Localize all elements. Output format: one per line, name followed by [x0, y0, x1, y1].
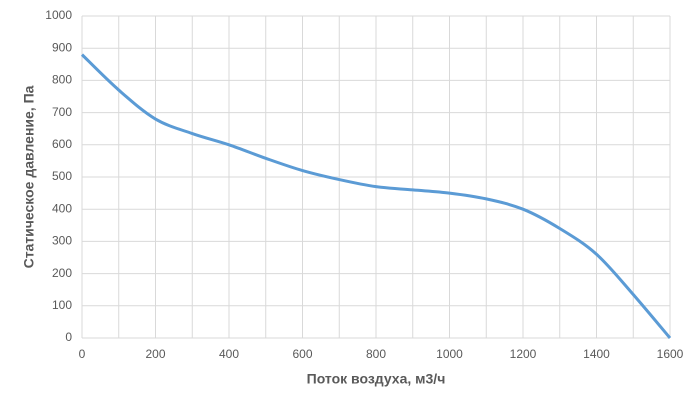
- x-tick-label: 600: [292, 347, 312, 361]
- x-tick-label: 0: [79, 347, 86, 361]
- y-tick-label: 400: [52, 201, 72, 215]
- y-tick-label: 800: [52, 73, 72, 87]
- x-tick-label: 400: [219, 347, 239, 361]
- y-tick-label: 0: [65, 330, 72, 344]
- y-tick-label: 100: [52, 298, 72, 312]
- y-tick-label: 200: [52, 266, 72, 280]
- y-tick-label: 900: [52, 40, 72, 54]
- x-tick-label: 1400: [583, 347, 610, 361]
- y-tick-label: 1000: [45, 8, 72, 22]
- x-tick-label: 1200: [510, 347, 537, 361]
- y-axis-title: Статическое давление, Па: [21, 85, 37, 268]
- x-tick-label: 1000: [436, 347, 463, 361]
- y-tick-label: 300: [52, 234, 72, 248]
- x-tick-label: 1600: [657, 347, 684, 361]
- data-line: [80, 53, 672, 339]
- y-tick-label: 500: [52, 169, 72, 183]
- x-axis-title: Поток воздуха, м3/ч: [307, 371, 446, 387]
- y-tick-label: 700: [52, 105, 72, 119]
- x-tick-label: 800: [366, 347, 386, 361]
- y-tick-label: 600: [52, 137, 72, 151]
- x-tick-label: 200: [145, 347, 165, 361]
